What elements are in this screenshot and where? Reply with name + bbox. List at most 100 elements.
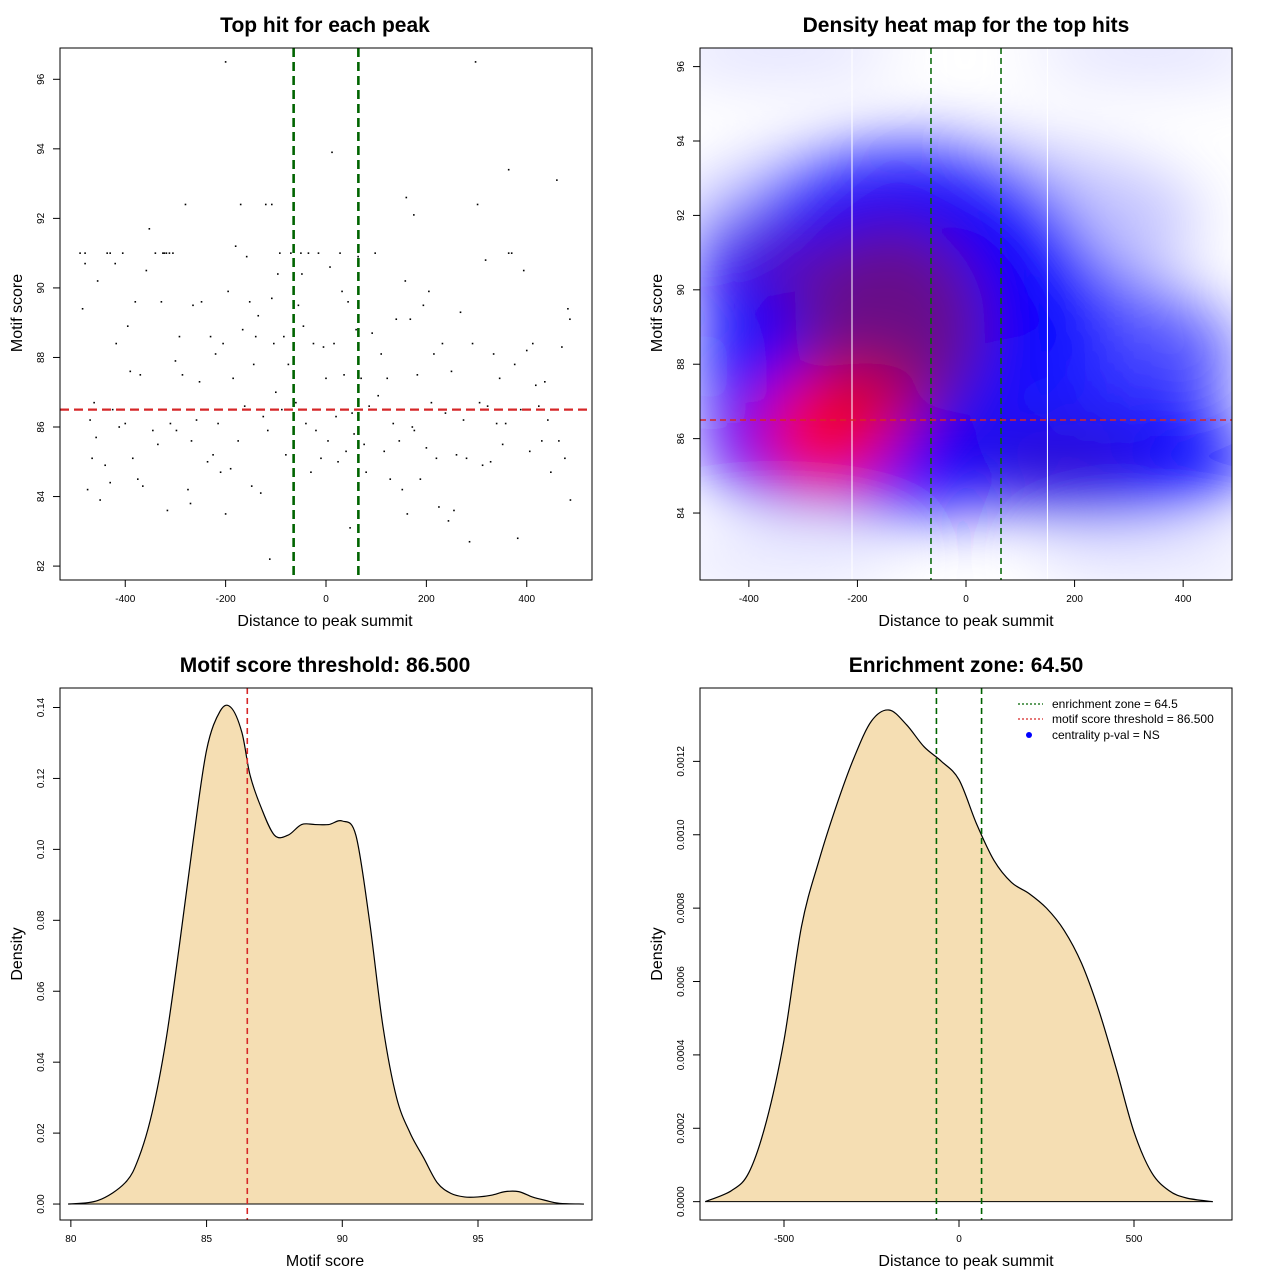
- enrichment-legend: enrichment zone = 64.5 motif score thres…: [1018, 697, 1214, 742]
- panel-enrichment-xlabel: Distance to peak summit: [878, 1253, 1054, 1270]
- scatter-point: [243, 405, 246, 407]
- scatter-point: [329, 266, 331, 268]
- scatter-point: [91, 457, 93, 460]
- scatter-point: [441, 342, 444, 345]
- heatmap-ytick-label: 88: [676, 358, 687, 370]
- scatter-point: [416, 374, 419, 376]
- scatter-point: [84, 262, 86, 265]
- scatter-point: [81, 307, 84, 310]
- panel-scatter-xlabel: Distance to peak summit: [237, 613, 413, 630]
- scatter-point: [268, 558, 271, 560]
- scatter-point: [561, 346, 563, 348]
- heat-faint-bottom-right: [1030, 530, 1232, 580]
- scatter-point: [96, 280, 99, 282]
- scatter-point: [169, 422, 172, 425]
- scatter-plot-frame: [59, 47, 593, 581]
- panel-enrichment: Enrichment zone: 64.50 Distance to peak …: [649, 654, 1233, 1270]
- scatter-point: [285, 454, 287, 456]
- scatter-point: [189, 502, 192, 505]
- enrichment-ytick-label: 0.0000: [676, 1186, 687, 1217]
- scatter-point: [398, 440, 401, 442]
- scatter-point: [389, 478, 392, 480]
- score-ytick-label: 0.08: [36, 910, 47, 930]
- scatter-point: [287, 363, 290, 366]
- scatter-point: [184, 203, 187, 206]
- scatter-point: [541, 440, 543, 442]
- legend-motif-threshold: motif score threshold = 86.500: [1052, 712, 1214, 726]
- enrichment-xtick-label: 500: [1126, 1234, 1143, 1245]
- scatter-point: [142, 485, 144, 487]
- scatter-point: [569, 499, 572, 501]
- panel-score-density-ylabel: Density: [9, 927, 26, 980]
- scatter-point: [257, 314, 260, 317]
- scatter-point: [422, 304, 425, 307]
- score-xtick-label: 85: [201, 1234, 213, 1245]
- scatter-point: [262, 415, 265, 418]
- panel-heatmap-ylabel: Motif score: [649, 274, 666, 352]
- scatter-point: [392, 422, 395, 425]
- scatter-point: [250, 485, 253, 487]
- scatter-point: [200, 301, 203, 303]
- panel-scatter-ylabel: Motif score: [9, 274, 26, 352]
- scatter-point: [507, 168, 510, 171]
- scatter-point: [317, 252, 320, 254]
- scatter-ytick-label: 96: [36, 73, 47, 85]
- scatter-point: [252, 363, 255, 366]
- scatter-point: [212, 454, 214, 456]
- scatter-point: [447, 520, 450, 522]
- scatter-point: [353, 433, 355, 435]
- scatter-point: [109, 481, 111, 484]
- scatter-point: [121, 252, 124, 254]
- heatmap-xtick-label: -400: [739, 594, 759, 605]
- score-ytick-label: 0.06: [36, 981, 47, 1001]
- scatter-point: [84, 252, 86, 254]
- scatter-point: [567, 307, 569, 310]
- heatmap-ytick-label: 86: [676, 433, 687, 445]
- panel-heatmap: Density heat map for the top hits Distan…: [649, 14, 1233, 630]
- scatter-point: [126, 325, 129, 327]
- scatter-point: [471, 342, 474, 345]
- heatmap-blur-layer: [700, 48, 1232, 580]
- scatter-point: [168, 252, 171, 254]
- score-plot-frame: [59, 687, 593, 1221]
- score-ytick-label: 0.00: [36, 1194, 47, 1214]
- scatter-point: [550, 471, 552, 474]
- scatter-point: [401, 488, 404, 491]
- panel-enrichment-ylabel: Density: [649, 927, 666, 980]
- scatter-point: [86, 488, 89, 491]
- scatter-point: [569, 318, 571, 321]
- scatter-point: [195, 419, 198, 421]
- scatter-point: [275, 391, 277, 394]
- scatter-point: [435, 457, 438, 460]
- heatmap-xtick-label: 0: [963, 594, 969, 605]
- scatter-point: [172, 252, 174, 254]
- scatter-point: [198, 381, 201, 383]
- enrichment-density-curve: [705, 709, 1213, 1203]
- scatter-point: [556, 179, 558, 181]
- scatter-point: [386, 377, 389, 380]
- scatter-point: [273, 342, 275, 345]
- scatter-point: [374, 252, 376, 254]
- scatter-point: [305, 422, 307, 425]
- scatter-point: [124, 422, 127, 425]
- scatter-point: [307, 252, 310, 254]
- panel-scatter: Top hit for each peak Distance to peak s…: [9, 14, 593, 630]
- scatter-point: [507, 252, 510, 254]
- scatter-point: [339, 252, 341, 254]
- scatter-point: [409, 318, 412, 321]
- panel-heatmap-title: Density heat map for the top hits: [803, 14, 1130, 37]
- scatter-point: [377, 394, 379, 397]
- scatter-point: [411, 426, 414, 428]
- heatmap-xtick-label: 400: [1175, 594, 1192, 605]
- scatter-point: [157, 443, 159, 446]
- scatter-ytick-label: 94: [36, 143, 47, 155]
- scatter-point: [455, 454, 458, 456]
- score-xtick-label: 95: [472, 1234, 484, 1245]
- enrichment-ytick-label: 0.0012: [676, 746, 687, 777]
- scatter-point: [206, 460, 209, 463]
- scatter-point: [209, 335, 212, 338]
- scatter-point: [484, 259, 487, 261]
- scatter-point: [227, 290, 229, 293]
- scatter-point: [129, 370, 132, 373]
- scatter-point: [270, 297, 273, 300]
